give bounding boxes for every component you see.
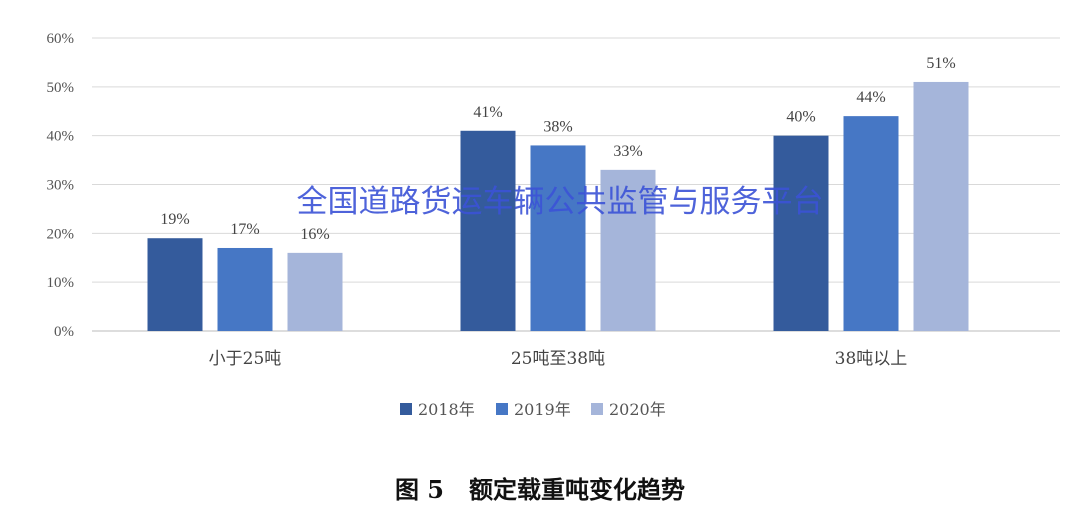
data-label: 38%: [543, 118, 572, 135]
bar: [217, 247, 273, 331]
bar: [913, 81, 969, 331]
data-label: 40%: [786, 109, 815, 126]
figure-caption: 图 5 额定载重吨变化趋势: [395, 475, 685, 504]
watermark: 全国道路货运车辆公共监管与服务平台: [297, 184, 824, 220]
bar: [287, 252, 343, 331]
y-tick-label: 60%: [47, 31, 75, 47]
x-tick-label: 25吨至38吨: [511, 349, 605, 369]
x-tick-label: 小于25吨: [209, 349, 282, 369]
bar: [773, 135, 829, 331]
data-label: 44%: [856, 89, 885, 106]
y-tick-label: 30%: [47, 178, 75, 194]
data-label: 16%: [300, 226, 329, 243]
data-label: 17%: [230, 221, 259, 238]
legend-label: 2020年: [609, 400, 666, 419]
data-label: 41%: [473, 104, 502, 121]
bar: [843, 116, 899, 331]
bar: [460, 130, 516, 331]
legend-swatch: [496, 403, 508, 415]
legend-label: 2019年: [514, 400, 571, 419]
bar: [147, 238, 203, 331]
data-label: 19%: [160, 211, 189, 228]
x-tick-label: 38吨以上: [835, 349, 908, 369]
y-tick-label: 0%: [54, 324, 74, 340]
y-tick-label: 40%: [47, 129, 75, 145]
legend-swatch: [591, 403, 603, 415]
y-tick-label: 10%: [47, 275, 75, 291]
bar: [600, 169, 656, 331]
y-tick-label: 20%: [47, 226, 75, 242]
bar: [530, 145, 586, 331]
y-tick-label: 50%: [47, 80, 75, 96]
data-label: 51%: [926, 55, 955, 72]
legend-label: 2018年: [418, 400, 475, 419]
data-label: 33%: [613, 143, 642, 160]
legend-swatch: [400, 403, 412, 415]
